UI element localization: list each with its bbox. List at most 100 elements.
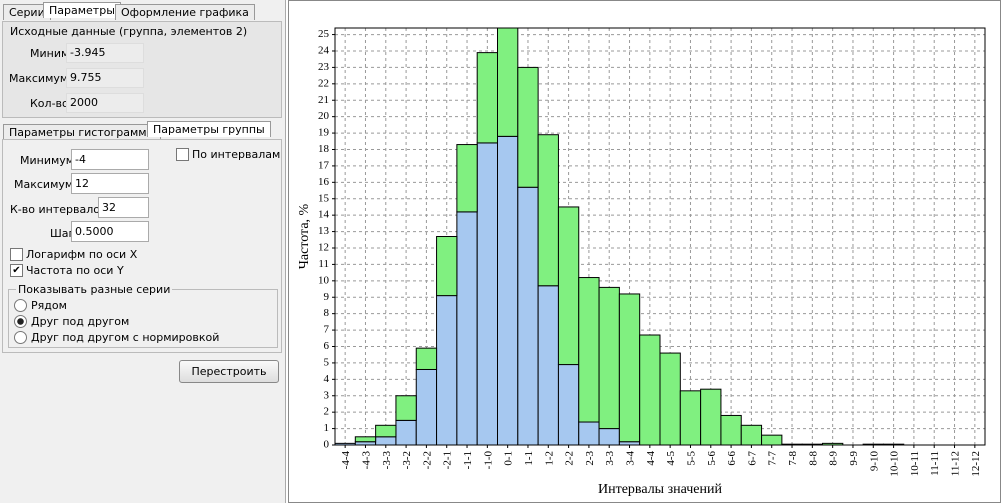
chart: 0123456789101112131415161718192021222324… [288,0,1001,503]
x-tick-label: -1-0 [482,451,494,470]
y-tick-label: 2 [324,406,330,418]
y-tick-label: 6 [324,340,330,352]
bar-segment [456,144,478,213]
input[interactable]: -4 [71,149,149,170]
bar-segment [618,293,641,443]
y-tick-label: 10 [318,274,330,286]
bar-segment [517,186,539,446]
readonly-field: -3.945 [66,43,144,63]
x-tick-label: 9-9 [848,451,860,466]
x-tick-label: -2-1 [442,451,454,469]
bar-segment [639,334,661,446]
subtab[interactable]: Параметры гистограммы [3,124,162,140]
x-tick-label: 7-8 [787,451,799,466]
radio-label: Друг под другом с нормировкой [31,331,220,344]
checkbox[interactable]: ✔ [10,264,23,277]
label: К-во интервалов [10,203,107,216]
y-tick-label: 12 [318,242,329,254]
input[interactable]: 12 [71,173,149,194]
bar-segment [598,286,620,430]
y-tick-label: 18 [318,143,330,155]
tab[interactable]: Оформление графика [115,4,255,20]
x-tick-label: 8-9 [828,451,840,466]
y-tick-label: 11 [318,258,329,270]
x-tick-label: 7-7 [767,451,779,466]
radio[interactable] [14,299,27,312]
bar-segment [720,414,742,446]
bar-segment [537,134,559,287]
y-tick-label: 20 [318,110,330,122]
x-axis-title: Интервалы значений [598,482,723,497]
bar-segment [375,424,397,438]
x-tick-label: 10-10 [889,451,901,477]
x-tick-label: 4-4 [645,451,657,466]
x-tick-label: 11-11 [929,451,941,476]
checkbox[interactable] [176,148,189,161]
y-tick-label: 1 [324,422,330,434]
x-tick-label: 4-5 [665,451,677,466]
bar-segment [497,135,519,446]
bar-segment [436,295,458,446]
y-tick-label: 23 [318,61,330,73]
radio[interactable] [14,315,27,328]
bar-segment [436,236,458,297]
bar-segment [476,52,498,144]
checkbox-label: По интервалам [192,148,281,161]
y-tick-label: 22 [318,77,329,89]
y-tick-label: 16 [318,176,330,188]
y-tick-label: 7 [324,324,330,336]
bar-segment [517,66,539,188]
label: Кол-во [30,97,69,110]
bar-segment [497,27,519,137]
y-tick-label: 25 [318,28,330,40]
tab[interactable]: Параметры [43,2,121,18]
x-tick-label: 10-11 [909,451,921,476]
x-tick-label: 5-6 [706,451,718,466]
input[interactable]: 0.5000 [71,221,149,242]
x-tick-label: -4-3 [360,451,372,470]
y-tick-label: 8 [324,307,330,319]
subtab[interactable]: Параметры группы [147,121,271,137]
bar-segment [740,424,763,446]
bar-segment [395,395,417,421]
y-tick-label: 24 [318,45,330,57]
x-tick-label: 6-7 [746,451,758,466]
bar-segment [578,277,600,423]
bar-segment [456,211,478,446]
group-title: Показывать разные серии [16,283,173,296]
y-tick-label: 14 [318,209,330,221]
x-tick-label: 5-5 [685,451,697,466]
y-tick-label: 0 [324,439,330,451]
bar-segment [415,368,438,446]
y-tick-label: 15 [318,192,330,204]
y-axis-title: Частота, % [297,203,312,269]
x-tick-label: 12-12 [970,451,982,477]
x-tick-label: 3-4 [625,451,637,466]
button[interactable]: Перестроить [179,360,279,383]
bar-segment [395,419,417,446]
input[interactable]: 32 [98,197,149,218]
x-tick-label: -3-2 [401,451,413,469]
checkbox[interactable] [10,248,23,261]
checkbox-label: Логарифм по оси X [26,248,138,261]
bar-segment [761,434,783,446]
y-tick-label: 21 [318,94,329,106]
bar-segment [679,390,702,446]
bar-segment [537,285,559,446]
bar-segment [375,436,397,446]
x-tick-label: 3-3 [604,451,616,466]
radio[interactable] [14,331,27,344]
radio-label: Друг под другом [31,315,130,328]
left-panel: Серии Параметры Оформление графика Исход… [0,0,286,503]
x-tick-label: -4-4 [340,451,352,470]
bar-segment [476,142,498,446]
bar-segment [354,436,377,443]
y-tick-label: 19 [318,127,330,139]
x-tick-label: 11-12 [950,451,962,476]
group-title: Исходные данные (группа, элементов 2) [10,25,248,38]
x-tick-label: 0-1 [503,451,515,466]
label: Максимум [14,178,74,191]
bar-segment [598,428,620,446]
y-tick-label: 17 [318,159,330,171]
plot-frame [334,27,986,446]
